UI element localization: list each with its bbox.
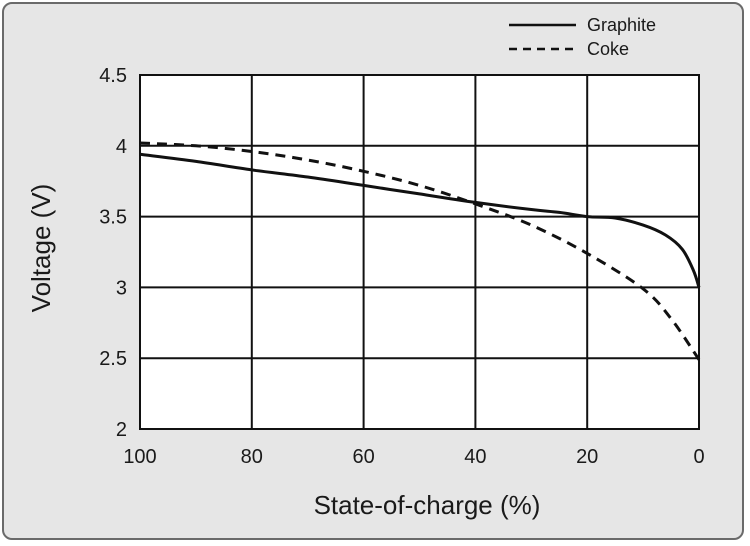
y-tick-label: 4.5 — [99, 65, 127, 87]
y-tick-label: 4 — [116, 136, 127, 158]
x-tick-label: 60 — [352, 446, 374, 468]
x-axis-label: State-of-charge (%) — [314, 490, 541, 520]
series-line-graphite — [139, 152, 701, 288]
x-tick-label: 20 — [576, 446, 598, 468]
legend-label-coke: Coke — [587, 39, 629, 59]
y-tick-label: 2.5 — [99, 348, 127, 370]
x-tick-label: 0 — [693, 446, 704, 468]
y-tick-label: 3 — [116, 277, 127, 299]
legend-label-graphite: Graphite — [587, 15, 656, 35]
y-tick-label: 2 — [116, 419, 127, 441]
y-tick-label: 3.5 — [99, 207, 127, 229]
plot-area — [139, 74, 700, 430]
y-axis-label: Voltage (V) — [26, 184, 56, 313]
x-tick-label: 100 — [123, 446, 156, 468]
x-tick-label: 40 — [464, 446, 486, 468]
series-line-coke — [139, 141, 701, 361]
x-tick-label: 80 — [241, 446, 263, 468]
